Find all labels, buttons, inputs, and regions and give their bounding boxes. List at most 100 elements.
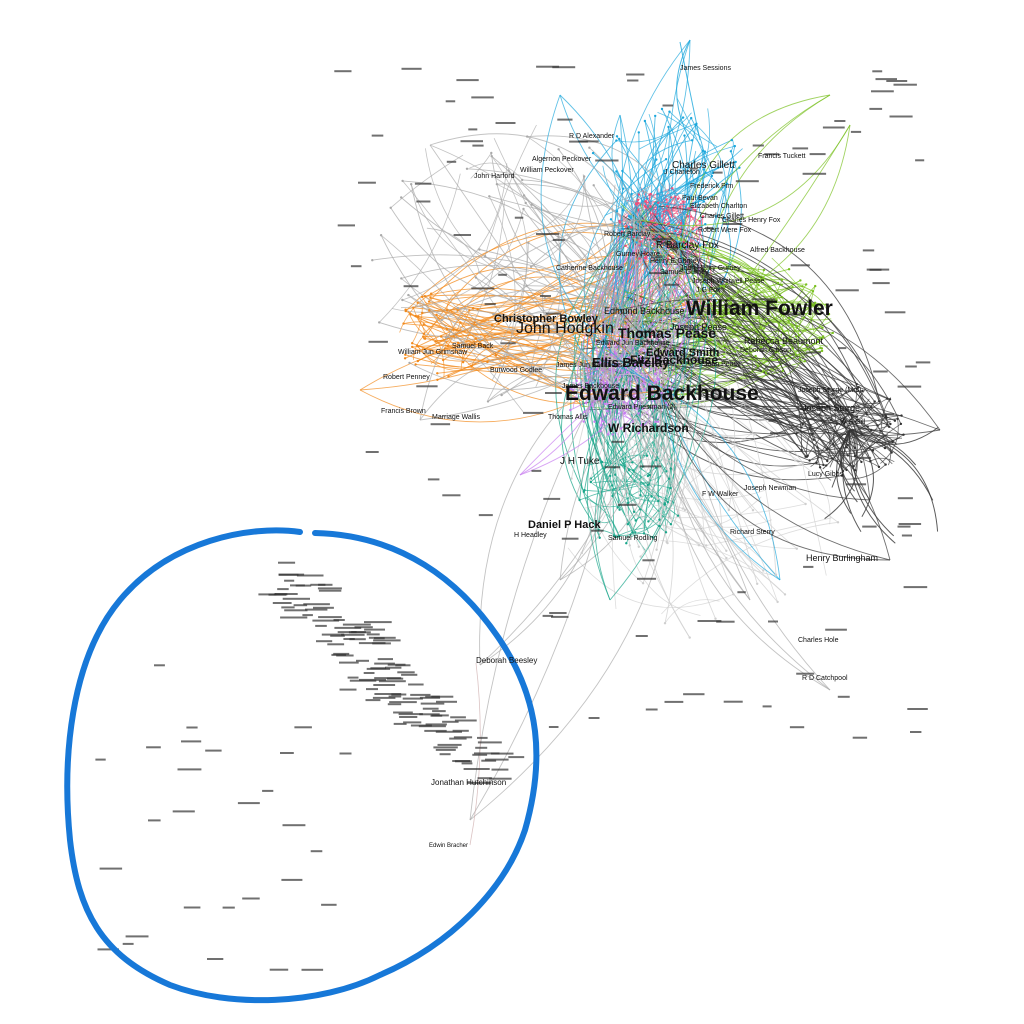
minor-label-mark: [337, 631, 357, 634]
graph-node: [637, 193, 641, 196]
graph-node: [650, 495, 653, 498]
graph-node: [682, 240, 685, 244]
graph-edge: [613, 339, 804, 464]
minor-label-mark: [809, 153, 826, 156]
graph-node: [647, 224, 650, 227]
graph-node: [670, 396, 673, 399]
minor-label-mark: [294, 726, 312, 729]
graph-node: [635, 241, 638, 244]
graph-edge: [359, 309, 621, 391]
graph-edge: [530, 174, 585, 268]
graph-edge: [694, 304, 902, 425]
graph-node: [614, 535, 618, 539]
minor-label-mark: [310, 850, 323, 853]
graph-node: [606, 402, 609, 405]
graph-node: [620, 369, 624, 372]
graph-node: [831, 331, 834, 335]
graph-node: [527, 241, 530, 244]
minor-label-mark: [536, 233, 560, 235]
graph-node: [666, 245, 669, 248]
graph-node: [831, 457, 834, 460]
graph-node: [896, 417, 899, 420]
minor-label-mark: [639, 465, 662, 468]
minor-label-mark: [785, 313, 805, 316]
graph-edge: [721, 519, 773, 528]
graph-node: [600, 424, 603, 427]
minor-label-mark: [495, 122, 516, 124]
graph-node: [416, 359, 419, 363]
minor-label-mark: [377, 658, 393, 661]
graph-node: [585, 381, 588, 385]
minor-label-mark: [317, 587, 342, 590]
graph-node: [543, 297, 546, 300]
graph-node: [656, 420, 660, 423]
graph-edge: [415, 315, 584, 408]
graph-node: [731, 166, 735, 169]
minor-label-mark: [305, 608, 328, 611]
minor-label-mark: [436, 700, 457, 703]
minor-label-mark: [642, 559, 655, 562]
graph-node: [798, 334, 801, 337]
minor-label-mark: [431, 695, 454, 698]
graph-node: [434, 340, 437, 343]
graph-node: [557, 235, 560, 238]
graph-node: [416, 345, 420, 348]
minor-label-mark: [737, 591, 746, 594]
graph-node: [571, 388, 575, 392]
graph-node: [655, 318, 659, 321]
graph-node: [653, 202, 656, 205]
graph-node: [890, 451, 893, 454]
graph-node: [690, 139, 694, 142]
minor-label-mark: [884, 311, 906, 314]
graph-node: [474, 276, 478, 279]
minor-label-mark: [869, 268, 882, 271]
graph-node: [493, 317, 497, 320]
graph-node: [658, 524, 661, 528]
graph-node: [666, 404, 669, 407]
minor-label-mark: [386, 677, 404, 680]
label-thomas-allis: Thomas Allis: [548, 414, 588, 421]
graph-node: [646, 483, 649, 487]
minor-label-mark: [97, 948, 119, 951]
graph-node: [657, 499, 660, 503]
graph-node: [770, 339, 773, 342]
graph-edge: [680, 232, 856, 471]
graph-node: [775, 298, 778, 302]
graph-node: [615, 405, 619, 409]
graph-edge: [519, 389, 601, 476]
graph-edge: [629, 545, 701, 616]
graph-node: [725, 556, 728, 560]
graph-edge: [599, 389, 751, 601]
graph-node: [869, 459, 872, 463]
graph-edge: [470, 152, 492, 179]
graph-node: [422, 323, 425, 326]
minor-label-mark: [837, 695, 850, 698]
graph-node: [814, 284, 817, 288]
graph-node: [733, 144, 736, 148]
minor-label-mark: [445, 100, 456, 103]
graph-node: [799, 279, 802, 282]
graph-edge: [586, 139, 732, 377]
minor-label-mark: [301, 968, 324, 971]
graph-node: [710, 174, 714, 178]
graph-node: [379, 234, 383, 237]
minor-label-mark: [333, 652, 350, 655]
graph-node: [589, 480, 592, 484]
graph-node: [634, 202, 638, 205]
graph-node: [648, 383, 651, 386]
graph-node: [826, 459, 829, 463]
minor-label-mark: [315, 624, 327, 627]
graph-edge: [658, 205, 880, 402]
graph-node: [682, 200, 685, 203]
minor-label-mark: [545, 312, 562, 315]
minor-label-mark: [858, 456, 872, 459]
minor-label-mark: [905, 365, 917, 368]
label-rebecca-beaumont: Rebecca Beaumont: [744, 336, 824, 346]
minor-label-mark: [548, 726, 559, 728]
graph-node: [631, 461, 634, 464]
minor-label-mark: [339, 688, 357, 691]
graph-edge: [402, 299, 695, 335]
graph-edge: [436, 314, 457, 328]
graph-node: [660, 240, 664, 244]
graph-node: [877, 465, 881, 469]
